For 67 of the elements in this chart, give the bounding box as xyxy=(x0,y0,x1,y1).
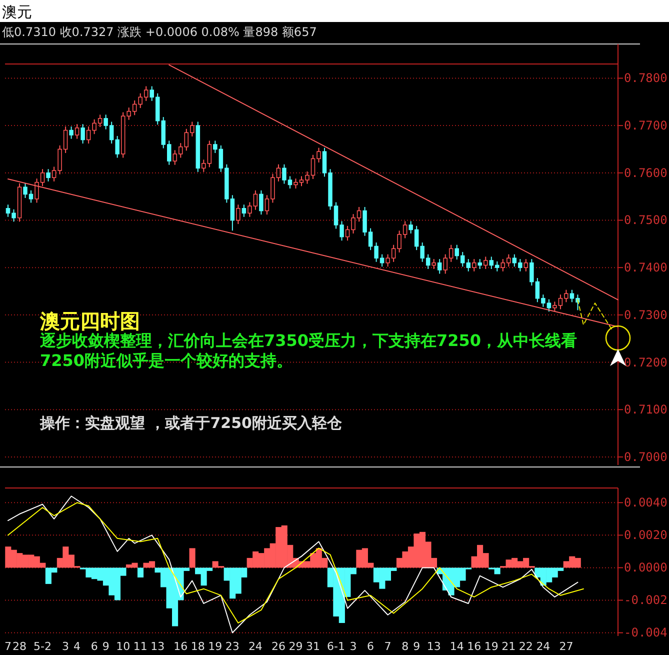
x-tick-label: 6 xyxy=(90,640,98,653)
x-tick-label: 9 xyxy=(102,640,110,653)
y-tick-label: 0.0040 xyxy=(624,496,668,510)
candlestick xyxy=(80,124,85,144)
candlestick xyxy=(69,126,74,140)
x-tick-label: 19 xyxy=(484,640,498,653)
candlestick xyxy=(432,258,436,270)
x-tick-label: 7 xyxy=(4,640,12,653)
annotation: 逐步收敛楔整理，汇价向上会在7350受压力，下支持在7250，从中长线看7250附近似乎是一个较好的支持。 xyxy=(40,331,578,371)
candlestick xyxy=(236,204,240,225)
y-tick-label: 0.7600 xyxy=(624,166,668,180)
x-tick-label: 10 xyxy=(116,640,130,653)
x-tick-label: 22 xyxy=(518,640,533,653)
candlestick xyxy=(74,124,80,140)
candlestick xyxy=(524,258,528,272)
x-tick-label: 28 xyxy=(12,640,27,653)
candlestick xyxy=(472,258,476,272)
annotation: 澳元四时图 xyxy=(40,309,141,333)
x-tick-label: 21 xyxy=(502,640,516,653)
x-tick-label: 6 xyxy=(367,640,374,653)
candlestick xyxy=(466,258,471,272)
x-tick-label: 24 xyxy=(536,640,550,653)
y-tick-label: 0.7300 xyxy=(624,308,668,322)
y-tick-label: 0.7200 xyxy=(624,355,668,370)
x-tick-label: 3 xyxy=(350,640,357,653)
x-tick-label: 19 xyxy=(208,640,222,653)
x-tick-label: 8 xyxy=(402,640,409,653)
annotation: 操作：实盘观望 ，或者于7250附近买入轻仓 xyxy=(40,414,343,433)
x-tick-label: 3 xyxy=(62,640,70,653)
bar xyxy=(189,548,196,568)
x-tick-label: 16 xyxy=(174,640,188,653)
y-tick-label: 0.0020 xyxy=(624,528,668,542)
x-tick-label: 29 xyxy=(288,640,303,653)
y-tick-label: -0.004 xyxy=(624,626,668,640)
candlestick xyxy=(478,258,482,270)
x-tick-label: 5-2 xyxy=(34,640,52,653)
y-tick-label: -0.002 xyxy=(624,593,668,608)
x-tick-label: 18 xyxy=(190,640,205,653)
candlestick xyxy=(484,256,488,270)
y-tick-label: 0.7800 xyxy=(624,71,668,86)
y-tick-label: 0.0000 xyxy=(624,560,668,575)
y-tick-label: 0.7500 xyxy=(624,213,668,228)
x-tick-label: 7 xyxy=(384,640,392,653)
y-tick-label: 0.7700 xyxy=(624,118,668,133)
x-tick-label: 9 xyxy=(413,640,420,653)
x-tick-label: 13 xyxy=(426,640,441,653)
candlestick xyxy=(46,168,50,182)
text: 低0.7310 收0.7327 涨跌 +0.0006 0.08% 量898 额657 xyxy=(2,25,318,40)
x-tick-label: 4 xyxy=(74,640,81,653)
candlestick xyxy=(259,190,264,216)
candlestick xyxy=(242,204,246,218)
x-tick-label: 11 xyxy=(133,640,148,653)
candlestick xyxy=(437,258,442,274)
x-tick-label: 31 xyxy=(306,640,320,653)
x-tick-label: 14 xyxy=(450,640,464,653)
x-tick-label: 13 xyxy=(150,640,165,653)
x-tick-label: 26 xyxy=(271,640,286,653)
x-tick-label: 16 xyxy=(467,640,482,653)
y-tick-label: 0.7400 xyxy=(624,260,668,275)
y-tick-label: 0.7100 xyxy=(624,402,668,417)
chart-title: 澳元 xyxy=(2,3,32,21)
x-tick-label: 6-1 xyxy=(327,640,346,653)
bar xyxy=(137,568,144,578)
x-tick-label: 23 xyxy=(225,640,240,653)
x-tick-label: 27 xyxy=(559,640,574,653)
x-tick-label: 24 xyxy=(248,640,262,653)
y-tick-label: 0.7000 xyxy=(624,450,668,464)
